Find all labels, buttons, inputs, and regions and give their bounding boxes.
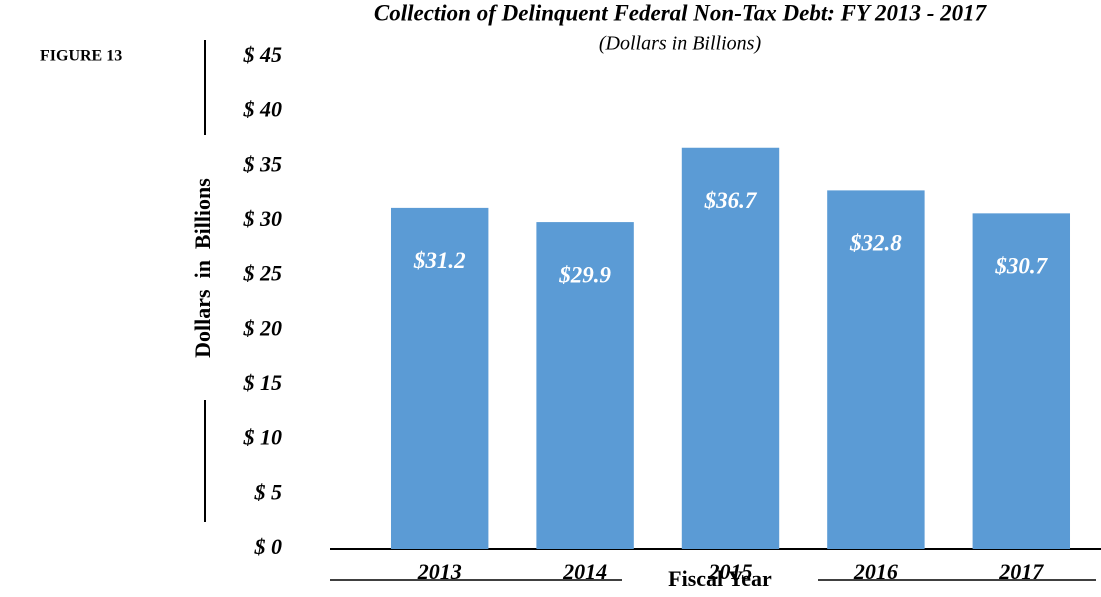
x-tick-label: 2016	[853, 559, 898, 584]
y-tick-label: $ 30	[243, 206, 283, 231]
y-tick-label: $ 40	[243, 97, 283, 122]
bar	[681, 147, 780, 549]
x-tick-label: 2014	[562, 559, 607, 584]
data-label: $29.9	[558, 262, 611, 287]
x-axis-title: Fiscal Year	[668, 566, 772, 591]
y-tick-label: $ 5	[254, 479, 283, 504]
data-label: $31.2	[413, 248, 466, 273]
data-label: $36.7	[704, 188, 758, 213]
bar	[827, 190, 925, 550]
bar	[972, 213, 1071, 549]
y-tick-label: $ 10	[243, 425, 283, 450]
bar	[390, 207, 489, 549]
y-tick-label: $ 35	[243, 151, 283, 176]
chart-title: Collection of Delinquent Federal Non-Tax…	[374, 0, 988, 25]
y-axis-title: Dollars in Billions	[190, 178, 215, 358]
y-tick-label: $ 25	[243, 261, 283, 286]
chart-subtitle: (Dollars in Billions)	[599, 33, 762, 55]
y-tick-label: $ 15	[243, 370, 283, 395]
y-tick-label: $ 0	[254, 534, 283, 559]
figure-label: FIGURE 13	[40, 48, 122, 65]
bar	[536, 222, 634, 550]
data-label: $30.7	[994, 254, 1048, 279]
y-tick-label: $ 45	[243, 42, 283, 67]
x-tick-label: 2013	[417, 559, 462, 584]
x-tick-label: 2017	[998, 559, 1044, 584]
x-tick-label: 2015	[708, 559, 753, 584]
y-tick-label: $ 20	[243, 315, 283, 340]
data-label: $32.8	[849, 231, 902, 256]
